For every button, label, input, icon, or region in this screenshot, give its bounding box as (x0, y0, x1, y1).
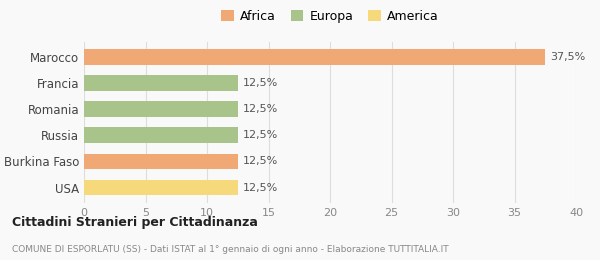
Text: Cittadini Stranieri per Cittadinanza: Cittadini Stranieri per Cittadinanza (12, 216, 258, 229)
Bar (84, 101, 238, 117)
Text: 12,5%: 12,5% (242, 183, 278, 193)
Text: 12,5%: 12,5% (242, 104, 278, 114)
Text: 12,5%: 12,5% (242, 157, 278, 166)
Text: 12,5%: 12,5% (242, 130, 278, 140)
Text: 12,5%: 12,5% (242, 78, 278, 88)
Text: COMUNE DI ESPORLATU (SS) - Dati ISTAT al 1° gennaio di ogni anno - Elaborazione : COMUNE DI ESPORLATU (SS) - Dati ISTAT al… (12, 245, 449, 254)
Bar (84, 49, 545, 65)
Bar (84, 154, 238, 169)
Bar (84, 180, 238, 196)
Text: 37,5%: 37,5% (550, 52, 586, 62)
Legend: Africa, Europa, America: Africa, Europa, America (217, 6, 443, 27)
Bar (84, 127, 238, 143)
Bar (84, 75, 238, 91)
